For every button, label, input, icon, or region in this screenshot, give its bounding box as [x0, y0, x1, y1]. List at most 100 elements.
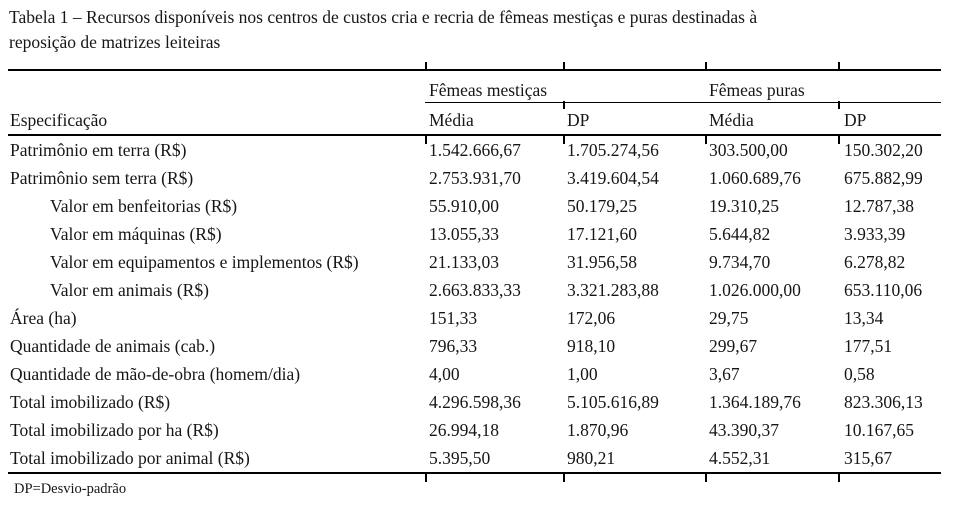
- table-row: Total imobilizado (R$) 4.296.598,36 5.10…: [8, 388, 941, 416]
- cell-value: 653.110,06: [844, 280, 923, 300]
- cell-value: 3.933,39: [844, 224, 906, 244]
- cell-border-artifact: [563, 62, 565, 70]
- table-body: Patrimônio em terra (R$) 1.542.666,67 1.…: [8, 136, 941, 474]
- cell-border-artifact: [705, 474, 707, 482]
- cell-value: 1.705.274,56: [567, 140, 659, 160]
- cell-border-artifact: [425, 62, 427, 70]
- cell-value: 1.870,96: [567, 420, 629, 440]
- table-row: Quantidade de mão-de-obra (homem/dia) 4,…: [8, 360, 941, 388]
- cell-value: 5.105.616,89: [567, 392, 659, 412]
- cell-value: 823.306,13: [844, 392, 923, 412]
- cell-value: 0,58: [844, 364, 875, 384]
- cell-value: 1.060.689,76: [709, 168, 801, 188]
- cell-border-artifact: [838, 474, 840, 482]
- cell-border-artifact: [563, 136, 565, 144]
- row-label: Quantidade de animais (cab.): [10, 336, 216, 356]
- row-label: Patrimônio sem terra (R$): [10, 168, 194, 188]
- cell-value: 50.179,25: [567, 196, 637, 216]
- cell-value: 19.310,25: [709, 196, 779, 216]
- column-header-row: Especificação Média DP Média DP: [8, 103, 941, 134]
- cell-value: 13,34: [844, 308, 884, 328]
- cell-value: 43.390,37: [709, 420, 779, 440]
- cell-value: 2.753.931,70: [429, 168, 521, 188]
- row-label: Total imobilizado por animal (R$): [10, 448, 250, 468]
- table-row: Valor em animais (R$) 2.663.833,33 3.321…: [8, 276, 941, 304]
- table-row: Quantidade de animais (cab.) 796,33 918,…: [8, 332, 941, 360]
- cell-value: 1.542.666,67: [429, 140, 521, 160]
- cell-value: 9.734,70: [709, 252, 771, 272]
- row-label: Valor em benfeitorias (R$): [50, 196, 238, 216]
- cell-value: 150.302,20: [844, 140, 923, 160]
- cell-value: 675.882,99: [844, 168, 923, 188]
- cell-value: 55.910,00: [429, 196, 499, 216]
- cell-value: 3.419.604,54: [567, 168, 659, 188]
- cell-value: 4,00: [429, 364, 460, 384]
- table-row: Total imobilizado por ha (R$) 26.994,18 …: [8, 416, 941, 444]
- cell-border-artifact: [838, 136, 840, 144]
- row-label: Valor em máquinas (R$): [50, 224, 222, 244]
- row-label: Área (ha): [10, 308, 77, 328]
- table-row: Valor em máquinas (R$) 13.055,33 17.121,…: [8, 220, 941, 248]
- cell-value: 172,06: [567, 308, 616, 328]
- cell-value: 3,67: [709, 364, 740, 384]
- cell-value: 1,00: [567, 364, 598, 384]
- row-label: Valor em equipamentos e implementos (R$): [50, 252, 359, 272]
- cell-value: 299,67: [709, 336, 758, 356]
- cell-value: 3.321.283,88: [567, 280, 659, 300]
- table-row: Patrimônio em terra (R$) 1.542.666,67 1.…: [8, 136, 941, 164]
- column-header-media-puras: Média: [709, 110, 754, 130]
- table-footnote: DP=Desvio-padrão: [14, 481, 127, 497]
- cell-border-artifact: [425, 136, 427, 144]
- cell-border-artifact: [838, 101, 840, 109]
- column-header-media-mesticas: Média: [429, 110, 474, 130]
- data-table: Fêmeas mestiças Fêmeas puras Especificaç…: [8, 69, 941, 474]
- cell-value: 12.787,38: [844, 196, 914, 216]
- table-caption: Tabela 1 – Recursos disponíveis nos cent…: [9, 5, 956, 54]
- cell-value: 303.500,00: [709, 140, 788, 160]
- cell-border-artifact: [705, 136, 707, 144]
- cell-value: 177,51: [844, 336, 893, 356]
- cell-value: 17.121,60: [567, 224, 637, 244]
- cell-value: 4.296.598,36: [429, 392, 521, 412]
- cell-value: 10.167,65: [844, 420, 914, 440]
- column-group-row: Fêmeas mestiças Fêmeas puras: [8, 71, 941, 103]
- cell-value: 796,33: [429, 336, 478, 356]
- table-caption-line2: reposição de matrizes leiteiras: [9, 31, 221, 52]
- table-row: Total imobilizado por animal (R$) 5.395,…: [8, 444, 941, 472]
- table-row: Valor em equipamentos e implementos (R$)…: [8, 248, 941, 276]
- cell-value: 13.055,33: [429, 224, 499, 244]
- row-label: Patrimônio em terra (R$): [10, 140, 187, 160]
- cell-border-artifact: [705, 62, 707, 70]
- cell-value: 31.956,58: [567, 252, 637, 272]
- cell-value: 5.395,50: [429, 448, 491, 468]
- cell-value: 1.026.000,00: [709, 280, 801, 300]
- row-label: Total imobilizado (R$): [10, 392, 171, 412]
- cell-value: 2.663.833,33: [429, 280, 521, 300]
- table-row: Valor em benfeitorias (R$) 55.910,00 50.…: [8, 192, 941, 220]
- column-header-especificacao: Especificação: [10, 110, 108, 130]
- group-header-femeas-puras: Fêmeas puras: [705, 71, 941, 103]
- group-header-femeas-mesticas: Fêmeas mestiças: [425, 71, 705, 103]
- cell-border-artifact: [563, 474, 565, 482]
- cell-border-artifact: [425, 474, 427, 482]
- cell-value: 29,75: [709, 308, 749, 328]
- cell-value: 1.364.189,76: [709, 392, 801, 412]
- cell-value: 21.133,03: [429, 252, 499, 272]
- group-header-spacer: [8, 71, 425, 103]
- table-row: Área (ha) 151,33 172,06 29,75 13,34: [8, 304, 941, 332]
- table-header: Fêmeas mestiças Fêmeas puras Especificaç…: [8, 71, 941, 136]
- row-label: Valor em animais (R$): [50, 280, 209, 300]
- cell-value: 6.278,82: [844, 252, 906, 272]
- cell-value: 26.994,18: [429, 420, 499, 440]
- cell-value: 151,33: [429, 308, 478, 328]
- cell-value: 918,10: [567, 336, 616, 356]
- column-header-dp-puras: DP: [844, 110, 867, 130]
- table-caption-line1: Tabela 1 – Recursos disponíveis nos cent…: [9, 7, 758, 27]
- cell-value: 980,21: [567, 448, 616, 468]
- cell-value: 5.644,82: [709, 224, 771, 244]
- cell-value: 315,67: [844, 448, 893, 468]
- cell-border-artifact: [563, 101, 565, 109]
- table-row: Patrimônio sem terra (R$) 2.753.931,70 3…: [8, 164, 941, 192]
- cell-border-artifact: [838, 62, 840, 70]
